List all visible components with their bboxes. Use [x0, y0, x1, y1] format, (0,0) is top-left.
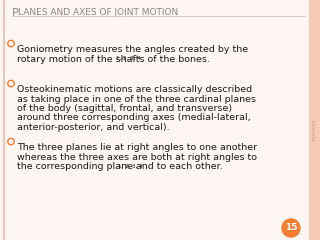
Text: The three planes lie at right angles to one another: The three planes lie at right angles to …	[17, 143, 257, 152]
Text: 1, 2, 3, 4: 1, 2, 3, 4	[116, 56, 140, 61]
Text: 1, 2, 3, 4: 1, 2, 3, 4	[118, 163, 142, 168]
Bar	[310, 0, 320, 240]
Text: LANES AND AXES OF JOINT MOTION: LANES AND AXES OF JOINT MOTION	[18, 8, 178, 17]
Text: of the body (sagittal, frontal, and transverse): of the body (sagittal, frontal, and tran…	[17, 104, 232, 113]
Text: P: P	[12, 8, 19, 18]
Text: 9/15/2015: 9/15/2015	[313, 119, 317, 141]
Text: anterior-posterior, and vertical).: anterior-posterior, and vertical).	[17, 123, 170, 132]
Text: Goniometry measures the angles created by the: Goniometry measures the angles created b…	[17, 45, 248, 54]
Text: 15: 15	[285, 223, 297, 233]
Text: whereas the three axes are both at right angles to: whereas the three axes are both at right…	[17, 152, 257, 162]
Text: as taking place in one of the three cardinal planes: as taking place in one of the three card…	[17, 95, 256, 103]
Circle shape	[282, 219, 300, 237]
Text: the corresponding plane and to each other.: the corresponding plane and to each othe…	[17, 162, 223, 171]
Text: rotary motion of the shafts of the bones.: rotary motion of the shafts of the bones…	[17, 54, 210, 64]
Text: around three corresponding axes (medial-lateral,: around three corresponding axes (medial-…	[17, 114, 251, 122]
Text: Osteokinematic motions are classically described: Osteokinematic motions are classically d…	[17, 85, 252, 94]
